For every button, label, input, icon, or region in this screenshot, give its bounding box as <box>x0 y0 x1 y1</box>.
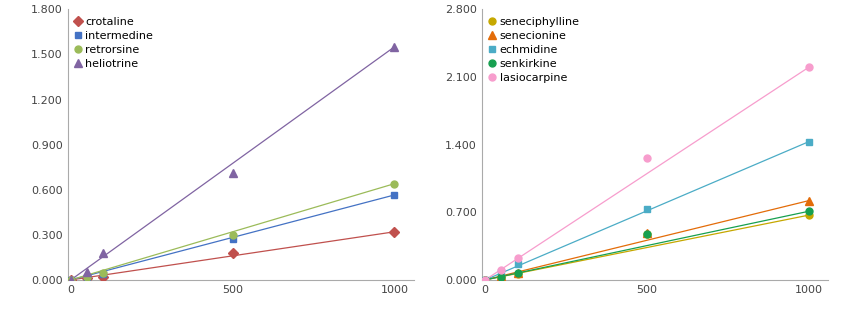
senkirkine <box>479 278 490 282</box>
intermedine <box>66 278 76 282</box>
seneciphylline <box>511 272 522 276</box>
Line: crotaline: crotaline <box>68 228 398 283</box>
lasiocarpine <box>803 65 813 69</box>
senecionine <box>511 271 522 275</box>
heliotrine <box>98 251 108 255</box>
retrorsine <box>66 278 76 282</box>
lasiocarpine <box>479 278 490 282</box>
heliotrine <box>66 278 76 282</box>
echmidine <box>641 207 652 211</box>
lasiocarpine <box>495 268 506 272</box>
Line: lasiocarpine: lasiocarpine <box>481 64 811 283</box>
Line: heliotrine: heliotrine <box>67 43 398 284</box>
intermedine <box>98 272 108 276</box>
heliotrine <box>389 45 399 49</box>
seneciphylline <box>495 275 506 279</box>
senkirkine <box>495 275 506 278</box>
crotaline <box>98 275 108 279</box>
senkirkine <box>803 209 813 213</box>
Line: echmidine: echmidine <box>481 138 811 283</box>
Line: senkirkine: senkirkine <box>481 208 811 283</box>
echmidine <box>511 262 522 266</box>
Legend: seneciphylline, senecionine, echmidine, senkirkine, lasiocarpine: seneciphylline, senecionine, echmidine, … <box>487 15 582 85</box>
echmidine <box>495 270 506 274</box>
retrorsine <box>82 275 92 278</box>
heliotrine <box>82 271 92 274</box>
heliotrine <box>227 171 237 175</box>
intermedine <box>227 238 237 241</box>
lasiocarpine <box>511 256 522 260</box>
Line: intermedine: intermedine <box>68 192 398 283</box>
crotaline <box>227 251 237 255</box>
lasiocarpine <box>641 156 652 160</box>
crotaline <box>66 278 76 282</box>
Line: seneciphylline: seneciphylline <box>481 212 811 283</box>
senecionine <box>495 274 506 278</box>
senecionine <box>803 199 813 202</box>
retrorsine <box>227 233 237 237</box>
senecionine <box>479 278 490 282</box>
senkirkine <box>641 232 652 235</box>
senecionine <box>641 231 652 234</box>
Legend: crotaline, intermedine, retrorsine, heliotrine: crotaline, intermedine, retrorsine, heli… <box>73 15 155 71</box>
Line: senecionine: senecionine <box>480 197 812 284</box>
seneciphylline <box>641 233 652 236</box>
crotaline <box>389 230 399 234</box>
retrorsine <box>389 182 399 186</box>
seneciphylline <box>479 278 490 282</box>
senkirkine <box>511 271 522 275</box>
echmidine <box>803 140 813 144</box>
echmidine <box>479 278 490 282</box>
seneciphylline <box>803 213 813 217</box>
crotaline <box>82 276 92 280</box>
retrorsine <box>98 271 108 275</box>
intermedine <box>82 275 92 279</box>
intermedine <box>389 193 399 197</box>
Line: retrorsine: retrorsine <box>68 180 398 283</box>
